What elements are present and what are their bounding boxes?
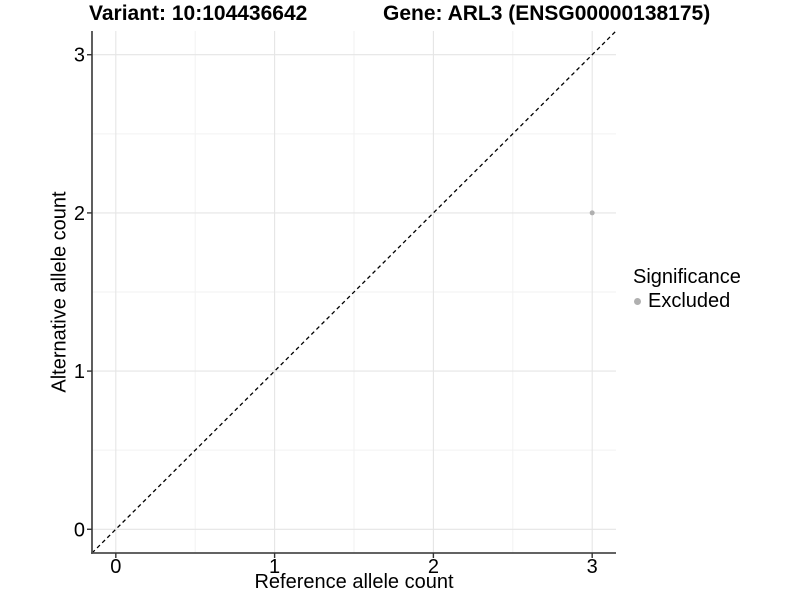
y-axis-title: Alternative allele count — [49, 191, 72, 393]
identity-reference-line — [91, 30, 617, 554]
data-point-excluded — [589, 210, 595, 216]
y-tick-label: 3 — [74, 45, 85, 67]
excluded-marker-icon — [634, 297, 641, 305]
data-points — [589, 210, 595, 216]
y-axis-title-box: Alternative allele count — [49, 31, 71, 553]
legend-title: Significance — [633, 266, 741, 288]
y-axis: 0 1 2 3 — [74, 31, 93, 554]
grid-major — [92, 31, 616, 553]
x-tick-label: 3 — [587, 556, 598, 578]
gene-title: Gene: ARL3 (ENSG00000138175) — [383, 2, 711, 25]
y-tick-label: 1 — [74, 361, 85, 383]
legend: Significance Excluded — [631, 265, 741, 312]
x-tick-label: 1 — [269, 556, 280, 578]
x-tick-label: 0 — [110, 556, 121, 578]
variant-title: Variant: 10:104436642 — [89, 2, 308, 25]
x-axis: 0 1 2 3 — [91, 552, 616, 578]
legend-item-excluded: Excluded — [631, 290, 741, 312]
y-tick-label: 0 — [74, 519, 85, 541]
x-tick-label: 2 — [428, 556, 439, 578]
legend-item-label: Excluded — [648, 290, 731, 312]
y-tick-label: 2 — [74, 203, 85, 225]
grid-minor — [92, 31, 616, 553]
x-axis-title: Reference allele count — [254, 571, 454, 593]
